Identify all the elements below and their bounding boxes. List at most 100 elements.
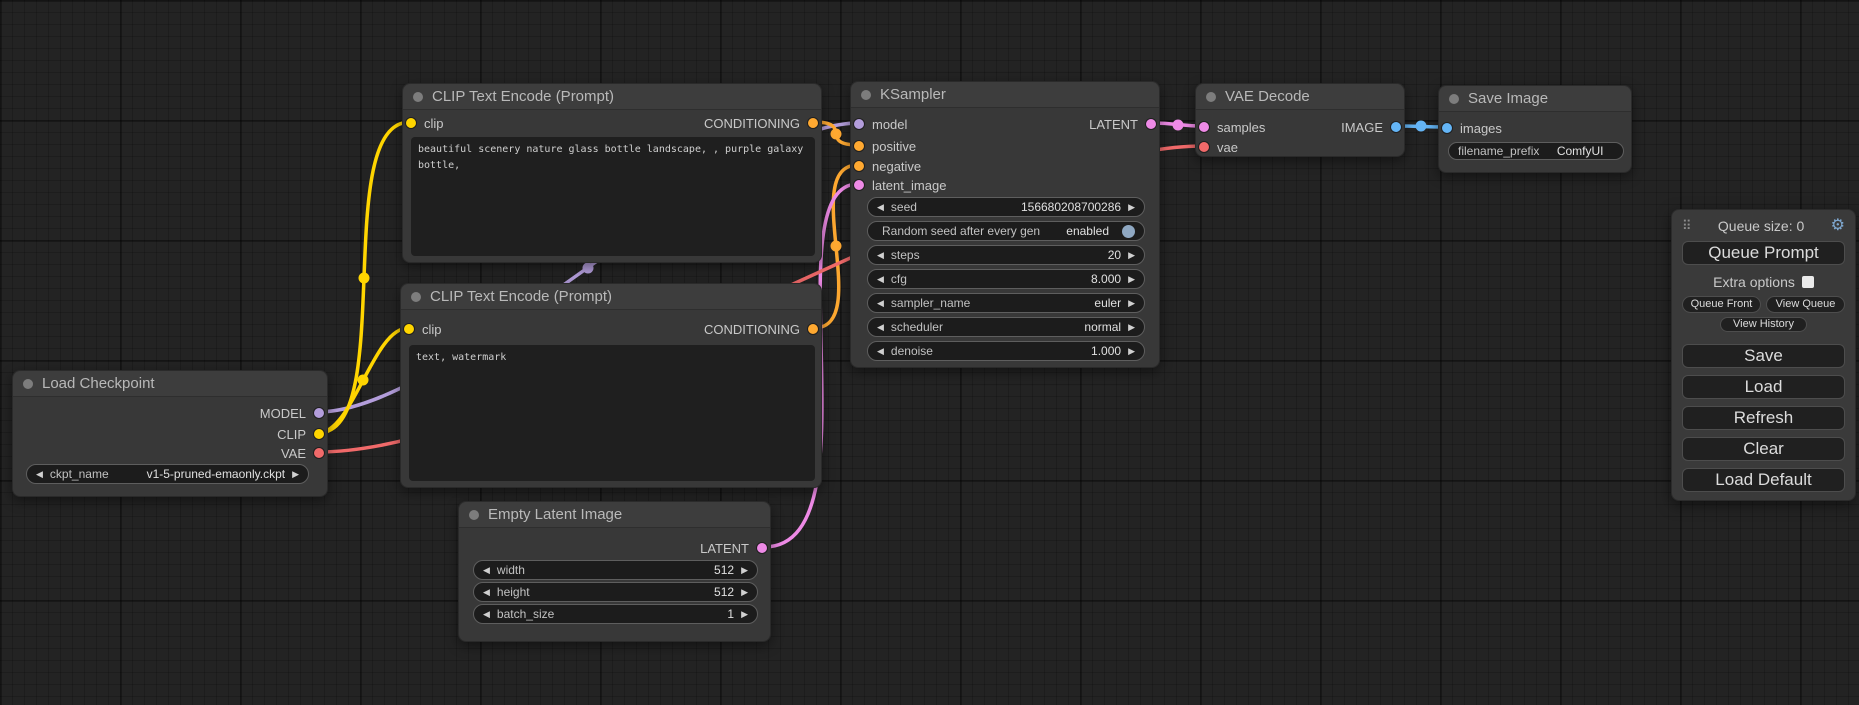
output-port-clip[interactable] (314, 429, 324, 439)
node-title-bar[interactable]: CLIP Text Encode (Prompt) (403, 84, 821, 110)
input-port-images[interactable] (1442, 123, 1452, 133)
cfg-widget[interactable]: ◀ cfg 8.000 ▶ (867, 269, 1145, 289)
load-default-button[interactable]: Load Default (1682, 468, 1845, 493)
decrement-arrow-icon[interactable]: ◀ (483, 564, 490, 575)
input-port-vae[interactable] (1199, 142, 1209, 152)
input-port-samples[interactable] (1199, 122, 1209, 132)
output-conditioning: CONDITIONING (704, 319, 818, 339)
input-port-positive[interactable] (854, 141, 864, 151)
node-title-bar[interactable]: CLIP Text Encode (Prompt) (401, 284, 821, 310)
scheduler-widget[interactable]: ◀ scheduler normal ▶ (867, 317, 1145, 337)
increment-arrow-icon[interactable]: ▶ (1128, 201, 1135, 212)
increment-arrow-icon[interactable]: ▶ (1128, 297, 1135, 308)
decrement-arrow-icon[interactable]: ◀ (877, 297, 884, 308)
widget-value: normal (1084, 320, 1122, 334)
decrement-arrow-icon[interactable]: ◀ (877, 345, 884, 356)
decrement-arrow-icon[interactable]: ◀ (877, 201, 884, 212)
input-port-clip[interactable] (404, 324, 414, 334)
output-port-latent[interactable] (1146, 119, 1156, 129)
view-history-button[interactable]: View History (1720, 316, 1807, 332)
denoise-widget[interactable]: ◀ denoise 1.000 ▶ (867, 341, 1145, 361)
node-empty-latent-image[interactable]: Empty Latent Image LATENT ◀ width 512 ▶ … (458, 501, 771, 642)
increment-arrow-icon[interactable]: ▶ (1128, 273, 1135, 284)
link-clip-positive (316, 120, 412, 435)
load-button[interactable]: Load (1682, 374, 1845, 399)
node-load-checkpoint[interactable]: Load Checkpoint MODEL CLIP VAE ◀ ckpt_na… (12, 370, 328, 497)
gear-icon[interactable]: ⚙ (1830, 216, 1845, 234)
collapse-dot-icon[interactable] (23, 378, 33, 389)
ckpt-name-widget[interactable]: ◀ ckpt_name v1-5-pruned-emaonly.ckpt ▶ (26, 464, 309, 484)
output-port-conditioning[interactable] (808, 324, 818, 334)
node-title: CLIP Text Encode (Prompt) (430, 288, 613, 305)
decrement-arrow-icon[interactable]: ◀ (877, 249, 884, 260)
input-positive: positive (854, 136, 916, 156)
view-queue-button[interactable]: View Queue (1766, 295, 1845, 313)
increment-arrow-icon[interactable]: ▶ (741, 608, 748, 619)
node-title-bar[interactable]: Load Checkpoint (13, 371, 327, 397)
collapse-dot-icon[interactable] (1449, 93, 1459, 104)
extra-options-checkbox[interactable] (1801, 276, 1814, 289)
toggle-dot-icon[interactable] (1122, 224, 1135, 238)
input-port-latent-image[interactable] (854, 180, 864, 190)
node-title-bar[interactable]: VAE Decode (1196, 84, 1404, 110)
increment-arrow-icon[interactable]: ▶ (1128, 249, 1135, 260)
output-port-conditioning[interactable] (808, 118, 818, 128)
increment-arrow-icon[interactable]: ▶ (741, 564, 748, 575)
node-clip-text-encode-positive[interactable]: CLIP Text Encode (Prompt) clip CONDITION… (402, 83, 822, 263)
extra-options-label: Extra options (1713, 274, 1795, 291)
output-port-latent[interactable] (757, 543, 767, 553)
input-samples: samples (1199, 117, 1265, 137)
output-port-vae[interactable] (314, 448, 324, 458)
input-port-model[interactable] (854, 119, 864, 129)
refresh-button[interactable]: Refresh (1682, 405, 1845, 430)
collapse-dot-icon[interactable] (413, 91, 423, 102)
decrement-arrow-icon[interactable]: ◀ (877, 321, 884, 332)
queue-front-button[interactable]: Queue Front (1682, 295, 1761, 313)
output-port-image[interactable] (1391, 122, 1401, 132)
decrement-arrow-icon[interactable]: ◀ (483, 586, 490, 597)
output-label: MODEL (259, 405, 306, 421)
prompt-textarea[interactable]: text, watermark (409, 345, 815, 481)
save-button[interactable]: Save (1682, 343, 1845, 368)
increment-arrow-icon[interactable]: ▶ (292, 468, 299, 479)
collapse-dot-icon[interactable] (861, 89, 871, 100)
collapse-dot-icon[interactable] (411, 291, 421, 302)
seed-widget[interactable]: ◀ seed 156680208700286 ▶ (867, 197, 1145, 217)
link-midpoint-dot (358, 272, 370, 284)
output-port-model[interactable] (314, 408, 324, 418)
node-vae-decode[interactable]: VAE Decode samples vae IMAGE (1195, 83, 1405, 157)
batch-size-widget[interactable]: ◀ batch_size 1 ▶ (473, 604, 758, 624)
output-label: LATENT (700, 540, 749, 556)
queue-prompt-button[interactable]: Queue Prompt (1682, 240, 1845, 265)
input-label: images (1460, 120, 1502, 136)
prompt-textarea[interactable]: beautiful scenery nature glass bottle la… (411, 137, 815, 256)
node-title-bar[interactable]: Save Image (1439, 86, 1631, 112)
random-seed-toggle-widget[interactable]: Random seed after every gen enabled (867, 221, 1145, 241)
node-clip-text-encode-negative[interactable]: CLIP Text Encode (Prompt) clip CONDITION… (400, 283, 822, 488)
node-save-image[interactable]: Save Image images filename_prefix ComfyU… (1438, 85, 1632, 173)
input-port-negative[interactable] (854, 161, 864, 171)
steps-widget[interactable]: ◀ steps 20 ▶ (867, 245, 1145, 265)
width-widget[interactable]: ◀ width 512 ▶ (473, 560, 758, 580)
input-label: positive (872, 138, 917, 154)
node-title-bar[interactable]: KSampler (851, 82, 1159, 108)
input-label: samples (1217, 119, 1266, 135)
decrement-arrow-icon[interactable]: ◀ (36, 468, 43, 479)
decrement-arrow-icon[interactable]: ◀ (483, 608, 490, 619)
clear-button[interactable]: Clear (1682, 436, 1845, 461)
drag-handle-icon[interactable]: ⠿ (1682, 217, 1692, 233)
increment-arrow-icon[interactable]: ▶ (1128, 321, 1135, 332)
node-ksampler[interactable]: KSampler model positive negative latent_… (850, 81, 1160, 368)
collapse-dot-icon[interactable] (1206, 91, 1216, 102)
node-title-bar[interactable]: Empty Latent Image (459, 502, 770, 528)
increment-arrow-icon[interactable]: ▶ (1128, 345, 1135, 356)
collapse-dot-icon[interactable] (469, 509, 479, 520)
output-label: VAE (280, 445, 306, 461)
height-widget[interactable]: ◀ height 512 ▶ (473, 582, 758, 602)
filename-prefix-widget[interactable]: filename_prefix ComfyUI (1448, 142, 1624, 160)
decrement-arrow-icon[interactable]: ◀ (877, 273, 884, 284)
increment-arrow-icon[interactable]: ▶ (741, 586, 748, 597)
input-port-clip[interactable] (406, 118, 416, 128)
sampler-name-widget[interactable]: ◀ sampler_name euler ▶ (867, 293, 1145, 313)
